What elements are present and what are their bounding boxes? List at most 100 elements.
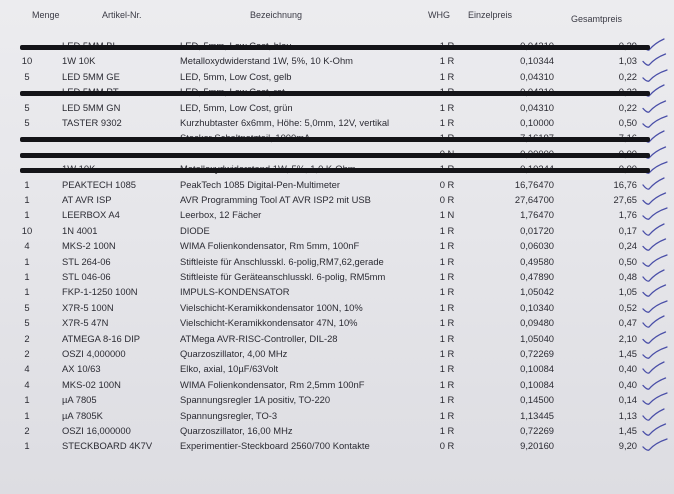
description-cell: LED, 5mm, Low Cost, grün <box>180 101 293 113</box>
unit-price-cell: 0,01720 <box>520 224 554 236</box>
description-cell: Vielschicht-Keramikkondensator 100N, 10% <box>180 301 363 313</box>
quantity-cell: 1 <box>24 271 30 282</box>
table-row: 1 µA 7805 Spannungsregler 1A positiv, TO-2… <box>0 392 674 408</box>
whg-cell: 1 R <box>439 286 455 298</box>
unit-price-cell: 0,49580 <box>520 255 554 267</box>
whg-cell: 1 R <box>439 271 455 282</box>
check-mark-icon <box>642 407 665 421</box>
unit-price-cell: 0,04310 <box>520 70 554 82</box>
quantity-cell: 10 <box>21 224 33 236</box>
quantity-cell: 10 <box>21 55 33 67</box>
total-price-cell: 0,48 <box>618 271 637 282</box>
whg-cell: 0 R <box>439 440 455 452</box>
article-number-cell: µA 7805 <box>62 394 97 406</box>
check-mark-icon <box>642 115 668 128</box>
unit-price-cell: 0,10084 <box>520 378 554 390</box>
table-row: 4 MKS-02 100N WIMA Folienkondensator, Rm 2… <box>0 377 674 393</box>
description-cell: Stiftleiste für Anschlusskl. 6-polig,RM7… <box>180 255 384 267</box>
article-number-cell: OSZI 4,000000 <box>62 348 126 359</box>
article-number-cell: LED 5MM GN <box>62 101 121 113</box>
check-mark-icon <box>642 207 668 221</box>
check-mark-icon <box>642 361 665 375</box>
whg-cell: 1 R <box>439 425 455 436</box>
whg-cell: 0 R <box>439 194 455 205</box>
table-row: Stecker Schaltnetzteil, 1000mA1 R7,16197… <box>0 130 674 146</box>
table-row: 2 OSZI 4,000000 Quarzoszillator, 4,00 MHz 1… <box>0 346 674 362</box>
article-number-cell: STL 264-06 <box>62 255 111 267</box>
header-artikel: Artikel-Nr. <box>102 10 142 20</box>
check-mark-icon <box>642 192 667 205</box>
unit-price-cell: 0,72269 <box>520 425 554 436</box>
strikethrough-line <box>20 137 650 143</box>
unit-price-cell: 0,04310 <box>520 101 554 113</box>
total-price-cell: 0,40 <box>618 378 637 390</box>
unit-price-cell: 16,76470 <box>514 178 554 190</box>
unit-price-cell: 0,09480 <box>520 317 554 329</box>
quantity-cell: 2 <box>24 425 30 436</box>
quantity-cell: 1 <box>24 209 30 221</box>
check-mark-icon <box>642 269 665 282</box>
table-row: 1 µA 7805K Spannungsregler, TO-3 1 R 1,13445… <box>0 407 674 424</box>
check-mark-icon <box>642 315 665 328</box>
total-price-cell: 2,10 <box>618 332 637 344</box>
quantity-cell: 4 <box>24 363 30 375</box>
description-cell: LED, 5mm, Low Cost, gelb <box>180 70 292 82</box>
header-menge: Menge <box>32 10 60 20</box>
header-einzelpreis: Einzelpreis <box>468 10 513 20</box>
whg-cell: 1 R <box>439 332 455 344</box>
whg-cell: 1 R <box>439 255 455 267</box>
table-row: 4 MKS-2 100N WIMA Folienkondensator, Rm 5m… <box>0 238 674 254</box>
table-row: 1 FKP-1-1250 100N IMPULS-KONDENSATOR 1 R 1,0… <box>0 284 674 300</box>
description-cell: Stiftleiste für Geräteanschlusskl. 6-pol… <box>180 271 386 282</box>
unit-price-cell: 0,47890 <box>520 271 554 282</box>
article-number-cell: MKS-2 100N <box>62 240 116 252</box>
total-price-cell: 1,76 <box>618 209 637 221</box>
quantity-cell: 5 <box>24 317 30 329</box>
total-price-cell: 0,52 <box>618 301 637 313</box>
check-mark-icon <box>642 438 668 452</box>
description-cell: AVR Programming Tool AT AVR ISP2 mit USB <box>180 194 371 205</box>
article-number-cell: ATMEGA 8-16 DIP <box>62 332 140 344</box>
unit-price-cell: 0,10340 <box>520 301 554 313</box>
article-number-cell: OSZI 16,000000 <box>62 425 131 436</box>
description-cell: WIMA Folienkondensator, Rm 5mm, 100nF <box>180 240 360 252</box>
table-row: 10 1W 10K Metalloxydwiderstand 1W, 5%, 10 … <box>0 53 674 69</box>
whg-cell: 1 R <box>439 224 455 236</box>
header-whg: WHG <box>428 10 450 20</box>
table-row: 10 1N 4001 DIODE 1 R 0,01720 0,17 <box>0 223 674 239</box>
header-bezeichnung: Bezeichnung <box>250 10 303 20</box>
unit-price-cell: 1,13445 <box>520 409 554 421</box>
quantity-cell: 2 <box>24 332 30 344</box>
total-price-cell: 0,47 <box>618 317 637 329</box>
check-mark-icon <box>642 300 668 313</box>
unit-price-cell: 0,06030 <box>520 240 554 252</box>
table-row: 1 AT AVR ISP AVR Programming Tool AT AVR I… <box>0 192 674 208</box>
total-price-cell: 1,13 <box>618 409 637 421</box>
whg-cell: 1 R <box>439 70 455 82</box>
description-cell: IMPULS-KONDENSATOR <box>180 286 290 298</box>
unit-price-cell: 0,10344 <box>520 55 554 67</box>
strikethrough-line <box>20 91 650 97</box>
article-number-cell: LEERBOX A4 <box>62 209 120 221</box>
check-mark-icon <box>642 53 667 67</box>
unit-price-cell: 0,72269 <box>520 348 554 359</box>
whg-cell: 1 R <box>439 409 455 421</box>
article-number-cell: PEAKTECH 1085 <box>62 178 136 190</box>
table-row: 5 LED 5MM GN LED, 5mm, Low Cost, grün 1 R 0,… <box>0 99 674 116</box>
table-row: 5 TASTER 9302 Kurzhubtaster 6x6mm, Höhe: 5… <box>0 115 674 131</box>
table-row: 1 PEAKTECH 1085 PeakTech 1085 Digital-Pen-… <box>0 176 674 193</box>
description-cell: Elko, axial, 10µF/63Volt <box>180 363 279 375</box>
quantity-cell: 2 <box>24 348 30 359</box>
whg-cell: 1 R <box>439 363 455 375</box>
check-mark-icon <box>642 330 667 344</box>
description-cell: Spannungsregler, TO-3 <box>180 409 278 421</box>
total-price-cell: 1,45 <box>618 425 637 436</box>
table-row: 4 AX 10/63 Elko, axial, 10µF/63Volt 1 R 0,10… <box>0 361 674 377</box>
total-price-cell: 0,50 <box>618 255 637 267</box>
article-number-cell: STECKBOARD 4K7V <box>62 440 153 452</box>
total-price-cell: 9,20 <box>618 440 637 452</box>
description-cell: Experimentier-Steckboard 2560/700 Kontak… <box>180 440 370 452</box>
quantity-cell: 5 <box>24 101 30 113</box>
